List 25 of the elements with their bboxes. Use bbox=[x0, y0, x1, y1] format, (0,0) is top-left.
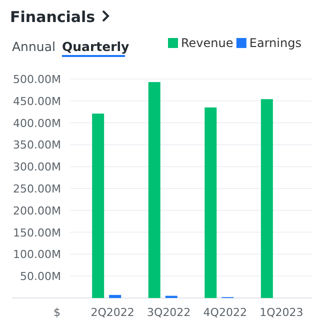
bar bbox=[260, 99, 273, 298]
chart-title: Financials bbox=[10, 8, 96, 26]
y-tick-label: 300.00M bbox=[13, 160, 61, 174]
y-tick-label: 450.00M bbox=[13, 94, 61, 108]
x-tick-label: 4Q2022 bbox=[203, 306, 247, 319]
x-tick-label: 2Q2022 bbox=[90, 306, 134, 319]
y-tick-label: 50.00M bbox=[20, 270, 61, 284]
y-tick-label: 500.00M bbox=[13, 73, 61, 86]
y-axis-title: $ bbox=[54, 306, 60, 319]
y-tick-label: 100.00M bbox=[13, 248, 61, 262]
bar bbox=[148, 82, 160, 298]
bar bbox=[109, 294, 122, 298]
y-tick-label: 400.00M bbox=[13, 116, 61, 130]
legend-label: Earnings bbox=[249, 36, 302, 50]
text: Annual bbox=[12, 39, 56, 54]
y-tick-label: 350.00M bbox=[13, 138, 61, 152]
x-tick-label: 1Q2023 bbox=[260, 306, 304, 319]
text: Quarterly bbox=[62, 39, 130, 54]
y-tick-label: 250.00M bbox=[13, 182, 61, 196]
legend-label: Revenue bbox=[181, 36, 234, 50]
y-tick-label: 150.00M bbox=[13, 226, 61, 240]
x-tick-label: 3Q2022 bbox=[147, 306, 191, 319]
bar bbox=[204, 107, 217, 298]
bar bbox=[92, 114, 104, 298]
y-tick-label: 200.00M bbox=[13, 204, 61, 218]
